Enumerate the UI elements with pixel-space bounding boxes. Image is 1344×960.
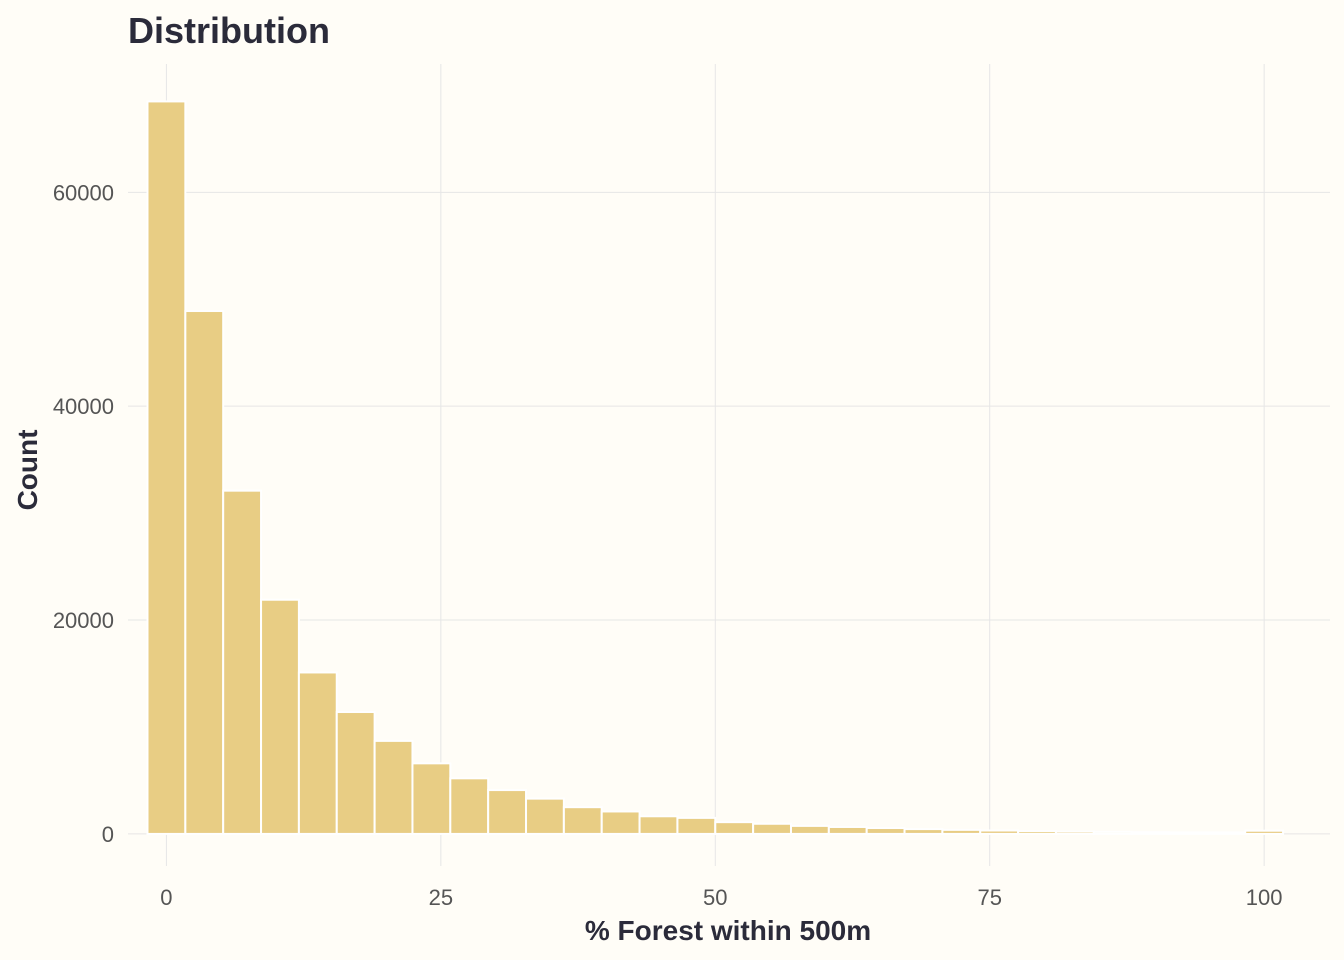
histogram-bar — [184, 310, 225, 835]
y-axis-tick-labels: 0 20000 40000 60000 — [53, 180, 114, 847]
histogram-bar — [1206, 831, 1247, 835]
histogram-bar — [752, 822, 792, 835]
histogram-bar — [146, 100, 187, 835]
histogram-bar — [865, 827, 906, 835]
histogram-bar — [297, 671, 338, 835]
x-tick-label: 50 — [703, 885, 727, 910]
x-axis-title: % Forest within 500m — [585, 915, 871, 946]
histogram-bar — [941, 828, 982, 835]
histogram-bar — [600, 810, 641, 835]
y-tick-label: 0 — [102, 822, 114, 847]
x-axis-tick-labels: 0 25 50 75 100 — [160, 885, 1282, 910]
histogram-bar — [676, 816, 717, 835]
histogram-bar — [487, 789, 528, 835]
histogram-bar — [373, 739, 414, 835]
x-tick-label: 25 — [429, 885, 453, 910]
histogram-bar — [1017, 830, 1057, 835]
histogram-bar — [222, 489, 263, 835]
histogram-bar — [1054, 830, 1095, 835]
y-tick-label: 20000 — [53, 608, 114, 633]
x-tick-label: 0 — [160, 885, 172, 910]
histogram-bar — [638, 815, 679, 835]
histogram-bar — [827, 825, 868, 835]
histogram-bar — [562, 806, 603, 835]
histogram-bar — [903, 828, 944, 835]
y-tick-label: 60000 — [53, 180, 114, 205]
histogram-bar — [411, 762, 452, 835]
x-tick-label: 75 — [977, 885, 1001, 910]
histogram-bar — [449, 777, 490, 835]
y-axis-title: Count — [12, 430, 43, 511]
histogram-bar — [714, 821, 755, 835]
histogram-bar — [1168, 831, 1209, 835]
histogram-bar — [335, 711, 376, 835]
histogram-bar — [525, 797, 565, 835]
histogram-bars — [146, 100, 1285, 835]
histogram-bar — [1130, 831, 1171, 835]
histogram-bar — [260, 598, 300, 835]
y-tick-label: 40000 — [53, 394, 114, 419]
histogram-bar — [1092, 830, 1133, 835]
histogram-bar — [979, 829, 1020, 835]
histogram-bar — [789, 824, 830, 835]
x-tick-label: 100 — [1246, 885, 1283, 910]
histogram-bar — [1244, 829, 1285, 835]
chart-title: Distribution — [128, 10, 330, 51]
